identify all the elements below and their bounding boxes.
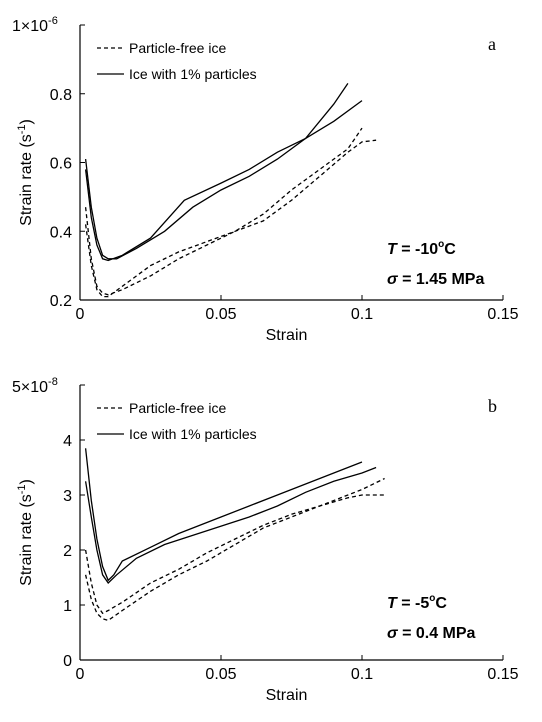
x-tick-label: 0 <box>76 666 85 683</box>
y-axis-title: Strain rate (s-1) <box>16 119 35 226</box>
x-tick-label: 0.15 <box>487 666 518 683</box>
ylabel-sup: -1 <box>16 484 28 494</box>
legend-label: Particle-free ice <box>129 40 226 56</box>
x-tick-label: 0.1 <box>351 306 373 323</box>
series-line-3 <box>84 127 363 296</box>
condition-stress: σ = 1.45 MPa <box>387 271 484 288</box>
stress-symbol: σ <box>387 271 399 288</box>
series-line-2 <box>84 466 377 585</box>
temperature-symbol: T <box>387 241 398 258</box>
condition-stress: σ = 0.4 MPa <box>387 625 476 642</box>
panel-letter: b <box>488 396 497 416</box>
temperature-unit: C <box>444 241 456 258</box>
degree-sup: o <box>438 239 444 250</box>
legend-label: Particle-free ice <box>129 400 226 416</box>
x-tick-label: 0.05 <box>205 666 236 683</box>
x-tick-label: 0.1 <box>351 666 373 683</box>
y-tick-label: 3 <box>63 488 72 505</box>
x-axis-title: Strain <box>266 327 308 344</box>
ylabel-sup: -1 <box>16 124 28 134</box>
exponent-sup: -6 <box>48 15 58 27</box>
x-tick-label: 0.15 <box>487 306 518 323</box>
y-tick-label: 2 <box>63 543 72 560</box>
temperature-value: = -10 <box>397 241 438 258</box>
degree-sup: o <box>429 593 435 604</box>
temperature-symbol: T <box>387 595 398 612</box>
y-tick-label: 1 <box>63 598 72 615</box>
condition-temperature: T = -10oC <box>387 239 456 258</box>
y-exponent-label: 5×10-8 <box>12 376 58 396</box>
y-tick-label: 0.6 <box>50 156 72 173</box>
stress-value: = 0.4 MPa <box>398 625 476 642</box>
ylabel-main: Strain rate (s <box>18 494 35 586</box>
series-line-1 <box>84 448 363 582</box>
y-tick-label: 0.8 <box>50 87 72 104</box>
panel-letter: a <box>488 34 496 54</box>
series-line-4 <box>84 477 385 622</box>
ylabel-end: ) <box>18 479 35 484</box>
chart-panel-a: 0 0.05 0.1 0.15 0.2 0.4 0.6 0.8 1×10-6 Strain Stra… <box>12 15 519 344</box>
y-tick-label: 0 <box>63 653 72 670</box>
y-tick-label: 0.2 <box>50 293 72 310</box>
x-tick-label: 0 <box>76 306 85 323</box>
stress-value: = 1.45 MPa <box>398 271 485 288</box>
series-line-1 <box>84 83 349 260</box>
temperature-value: = -5 <box>397 595 430 612</box>
exponent-base: 1×10 <box>12 18 48 35</box>
condition-temperature: T = -5oC <box>387 593 447 612</box>
legend-label: Ice with 1% particles <box>129 426 257 442</box>
x-axis-title: Strain <box>266 687 308 704</box>
ylabel-main: Strain rate (s <box>18 134 35 226</box>
y-axis-title: Strain rate (s-1) <box>16 479 35 586</box>
stress-symbol: σ <box>387 625 399 642</box>
exponent-base: 5×10 <box>12 379 48 396</box>
exponent-sup: -8 <box>48 376 58 388</box>
series-line-3 <box>84 494 385 615</box>
series-line-4 <box>84 139 377 298</box>
y-exponent-label: 1×10-6 <box>12 15 58 35</box>
ylabel-end: ) <box>18 119 35 124</box>
series-line-2 <box>84 100 363 262</box>
y-tick-label: 0.4 <box>50 224 72 241</box>
legend-label: Ice with 1% particles <box>129 66 257 82</box>
x-tick-label: 0.05 <box>205 306 236 323</box>
y-tick-label: 4 <box>63 433 72 450</box>
chart-panel-b: 0 0.05 0.1 0.15 0 1 2 3 4 5×10-8 Strain Strain rate… <box>12 376 519 704</box>
temperature-unit: C <box>435 595 447 612</box>
